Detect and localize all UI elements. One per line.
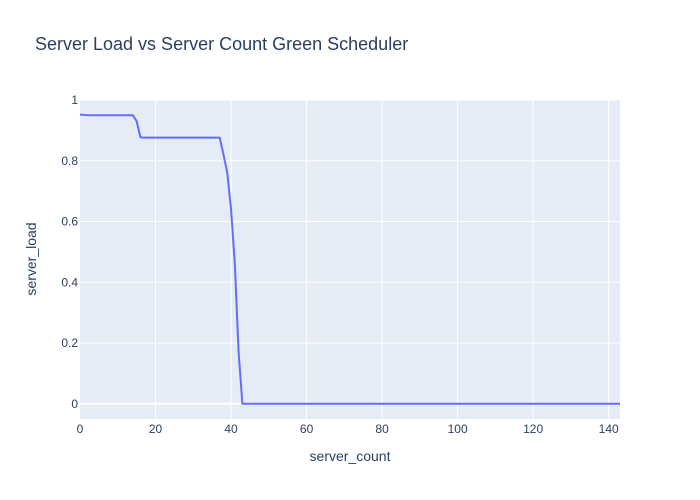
x-tick-label: 40 xyxy=(224,422,238,436)
y-axis-ticks: 0 0.2 0.4 0.6 0.8 1 xyxy=(61,93,78,411)
y-tick-label: 0.8 xyxy=(61,154,78,168)
x-axis-ticks: 0 20 40 60 80 100 120 140 xyxy=(77,422,619,436)
y-tick-label: 0 xyxy=(71,397,78,411)
x-tick-label: 80 xyxy=(375,422,389,436)
chart-title: Server Load vs Server Count Green Schedu… xyxy=(35,34,408,54)
y-tick-label: 1 xyxy=(71,93,78,107)
x-tick-label: 0 xyxy=(77,422,84,436)
plot-area xyxy=(80,100,620,419)
y-tick-label: 0.6 xyxy=(61,215,78,229)
x-tick-label: 140 xyxy=(599,422,619,436)
series-group xyxy=(79,113,620,405)
x-axis-title: server_count xyxy=(310,448,391,464)
x-tick-label: 60 xyxy=(300,422,314,436)
y-tick-label: 0.2 xyxy=(61,336,78,350)
y-tick-label: 0.4 xyxy=(61,275,78,289)
x-tick-label: 100 xyxy=(448,422,468,436)
x-tick-label: 120 xyxy=(523,422,543,436)
x-tick-label: 20 xyxy=(149,422,163,436)
series-line xyxy=(79,113,620,405)
gridlines xyxy=(80,99,620,419)
y-axis-title: server_load xyxy=(23,222,39,295)
